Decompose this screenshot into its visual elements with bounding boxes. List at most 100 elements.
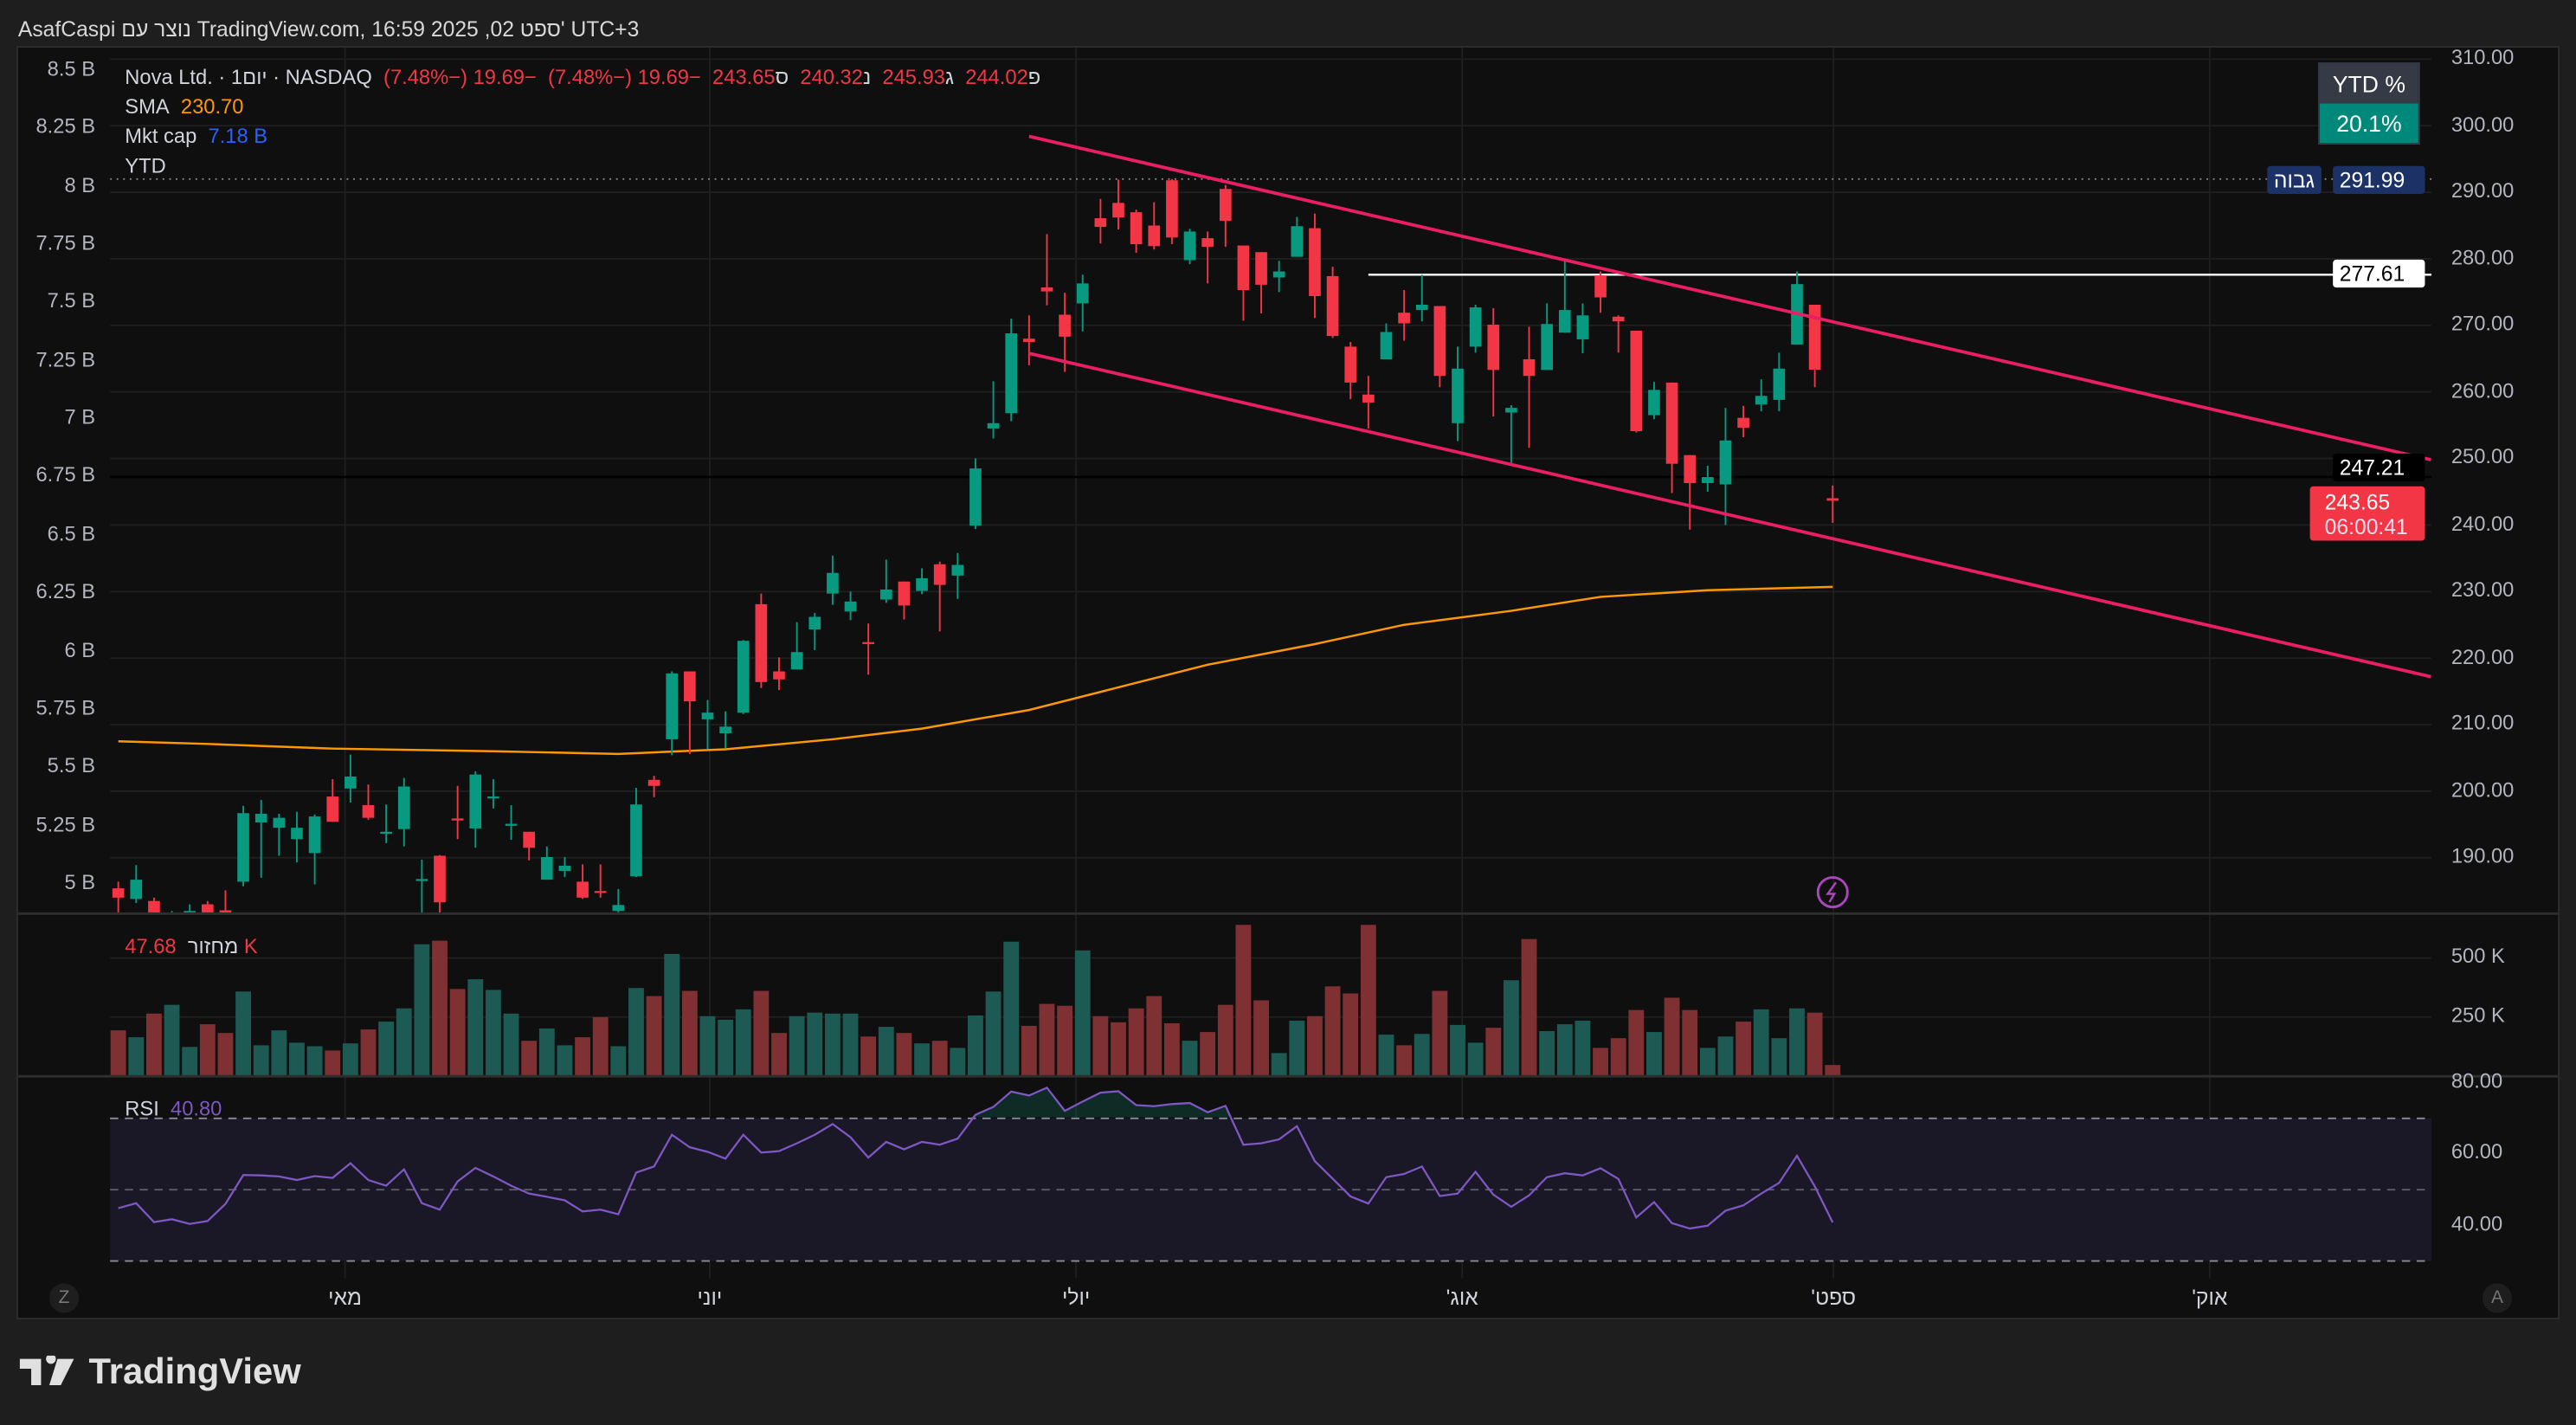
- time-axis-month: יולי: [1062, 1285, 1091, 1310]
- candle-up: [1558, 310, 1571, 333]
- candle-up: [487, 796, 499, 799]
- symbol-title[interactable]: Nova Ltd. · 1יום · NASDAQ: [125, 65, 372, 89]
- volume-bar: [1736, 1022, 1752, 1077]
- grid-lines: [110, 48, 2432, 1279]
- volume-bar: [771, 1033, 787, 1077]
- candle-up: [916, 577, 928, 591]
- candle-up: [1576, 315, 1589, 339]
- time-axis-month: יוני: [697, 1285, 723, 1310]
- candle-up: [969, 468, 982, 526]
- close-label: ס: [775, 65, 789, 89]
- sma-legend[interactable]: SMA 230.70: [125, 95, 243, 119]
- candle-down: [1523, 359, 1536, 377]
- candle-down: [1362, 394, 1375, 403]
- volume-bar: [1074, 950, 1091, 1077]
- volume-bar: [271, 1030, 287, 1077]
- volume-bar: [414, 944, 430, 1077]
- candle-down: [594, 891, 607, 893]
- candle-up: [166, 918, 178, 928]
- volume-legend[interactable]: מחזור 47.68 K: [125, 935, 257, 958]
- volume-bar: [1699, 1048, 1716, 1077]
- volume-value: 47.68 K: [125, 934, 258, 958]
- channel-lower-line: [1028, 351, 2431, 679]
- candle-up: [380, 831, 392, 835]
- candle-down: [434, 855, 446, 903]
- candle-down: [1808, 304, 1821, 370]
- candle-up: [308, 816, 321, 854]
- candle-down: [773, 671, 785, 680]
- volume-bar: [1163, 1022, 1180, 1077]
- volume-bar: [217, 1033, 234, 1077]
- price-axis-label: 190.00: [2450, 844, 2515, 868]
- volume-bar: [1432, 990, 1448, 1077]
- channel-upper-line: [1028, 134, 2431, 461]
- volume-bar: [1593, 1048, 1608, 1077]
- volume-bar: [1646, 1032, 1662, 1077]
- candle-up: [790, 652, 803, 670]
- volume-bar: [931, 1041, 948, 1077]
- price-axis-label: 310.00: [2450, 46, 2515, 69]
- candle-up: [701, 712, 714, 719]
- ytd-legend[interactable]: YTD: [125, 154, 166, 177]
- volume-bar: [664, 953, 680, 1077]
- volume-bar: [432, 940, 448, 1077]
- volume-bar: [610, 1046, 627, 1077]
- volume-bar: [1664, 997, 1680, 1077]
- volume-bar: [449, 989, 466, 1077]
- price-axis-label: 210.00: [2450, 711, 2515, 735]
- volume-bar: [646, 996, 662, 1077]
- volume-bar: [1021, 1025, 1037, 1077]
- lightning-bolt-icon: [1826, 881, 1838, 903]
- open-value: 244.02: [965, 65, 1028, 89]
- pane-dividers: [17, 912, 2559, 1078]
- candle-up: [273, 817, 286, 829]
- time-axis-month: אוק': [2192, 1285, 2228, 1310]
- candle-up: [808, 616, 821, 630]
- mktcap-label: Mkt cap: [125, 125, 197, 148]
- snapshot-caption: AsafCaspi נוצר עם TradingView.com, 16:59…: [17, 16, 640, 42]
- log-scale-toggle[interactable]: Z: [48, 1283, 80, 1313]
- tradingview-logo: TradingView: [19, 1351, 301, 1393]
- candle-down: [326, 796, 339, 822]
- volume-bar: [325, 1050, 341, 1077]
- volume-bar: [199, 1024, 216, 1077]
- bar-countdown: 06:00:41: [2324, 514, 2408, 539]
- time-axis-month: אוג': [1446, 1285, 1478, 1310]
- mktcap-axis-label: 7 B: [64, 405, 96, 429]
- candle-down: [1255, 252, 1267, 285]
- volume-bar: [681, 990, 698, 1077]
- price-axis-label: 290.00: [2450, 178, 2515, 203]
- mktcap-axis-label: 6 B: [64, 638, 96, 661]
- close-value: 243.65: [712, 65, 776, 89]
- rsi-legend[interactable]: RSI 40.80: [125, 1098, 222, 1121]
- candle-up: [844, 601, 857, 612]
- auto-scale-toggle[interactable]: A: [2482, 1283, 2513, 1313]
- candle-down: [1237, 245, 1250, 291]
- open-label: פ: [1027, 65, 1041, 89]
- mktcap-axis-label: 5.25 B: [35, 812, 96, 836]
- mktcap-legend[interactable]: Mkt cap 7.18 B: [125, 125, 267, 148]
- volume-bar: [1128, 1008, 1144, 1077]
- volume-bar: [878, 1027, 894, 1077]
- volume-bar: [253, 1045, 269, 1077]
- candle-up: [1469, 307, 1482, 347]
- candle-down: [1219, 189, 1232, 222]
- ytd-box: YTD % 20.1%: [2318, 62, 2420, 145]
- high-value: 245.93: [882, 65, 945, 89]
- volume-bar: [1450, 1024, 1465, 1077]
- volume-bar: [735, 1009, 751, 1077]
- volume-bar: [503, 1013, 519, 1077]
- volume-bar: [753, 990, 770, 1077]
- candle-down: [1326, 275, 1339, 337]
- candle-up: [540, 856, 553, 880]
- volume-bar: [1771, 1038, 1787, 1077]
- candle-up: [1505, 408, 1517, 413]
- mktcap-axis-label: 5.5 B: [47, 754, 96, 778]
- candle-up: [505, 823, 518, 826]
- candle-down: [1487, 325, 1500, 371]
- candle-down: [1094, 218, 1107, 228]
- candle-down: [576, 881, 589, 898]
- candle-up: [827, 572, 839, 594]
- volume-bar: [521, 1041, 538, 1077]
